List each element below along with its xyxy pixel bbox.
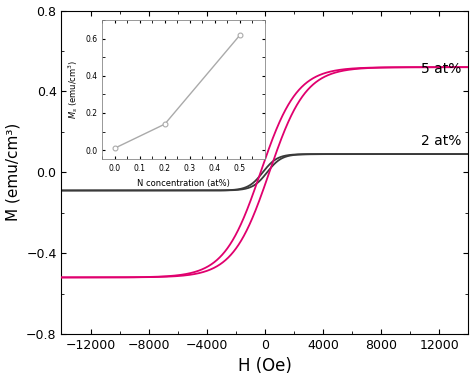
X-axis label: H (Oe): H (Oe) <box>238 357 292 375</box>
Text: 5 at%: 5 at% <box>421 62 461 76</box>
Y-axis label: M (emu/cm³): M (emu/cm³) <box>6 123 20 221</box>
Text: 2 at%: 2 at% <box>421 134 461 148</box>
